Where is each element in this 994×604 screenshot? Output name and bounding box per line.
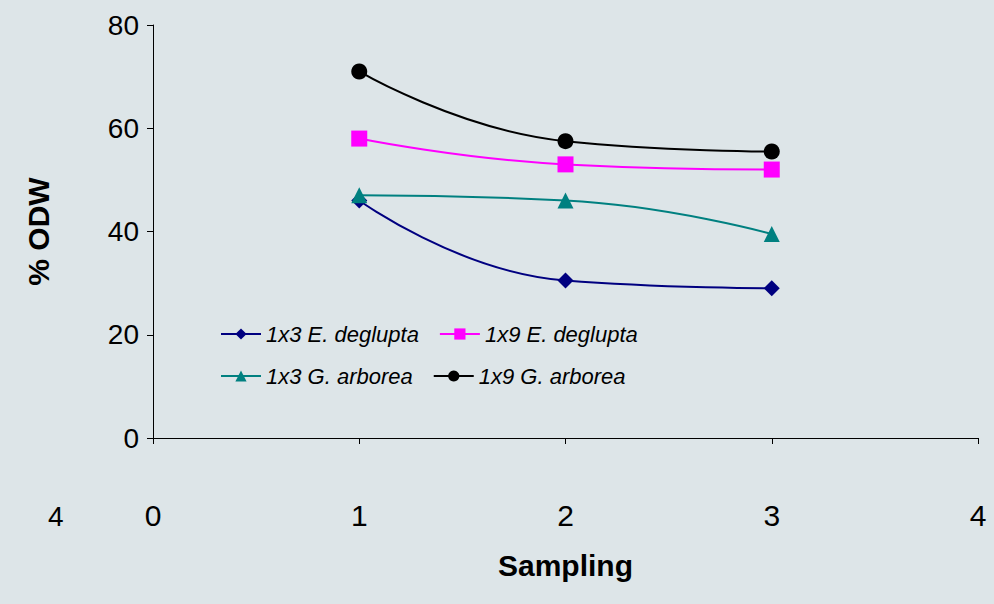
svg-text:% ODW: % ODW — [22, 177, 55, 286]
svg-text:Sampling: Sampling — [498, 549, 633, 582]
svg-text:4: 4 — [48, 501, 64, 532]
svg-text:20: 20 — [108, 319, 139, 350]
svg-text:3: 3 — [763, 499, 780, 532]
svg-text:60: 60 — [108, 113, 139, 144]
svg-text:40: 40 — [108, 216, 139, 247]
svg-text:1: 1 — [351, 499, 368, 532]
svg-text:1x3 E. deglupta: 1x3 E. deglupta — [266, 322, 419, 347]
svg-text:2: 2 — [557, 499, 574, 532]
svg-text:1x3 G. arborea: 1x3 G. arborea — [266, 364, 413, 389]
svg-text:4: 4 — [970, 499, 987, 532]
svg-text:0: 0 — [145, 499, 162, 532]
svg-text:1x9 G. arborea: 1x9 G. arborea — [479, 364, 626, 389]
svg-text:1x9 E. deglupta: 1x9 E. deglupta — [485, 322, 638, 347]
svg-text:0: 0 — [123, 423, 139, 454]
svg-text:80: 80 — [108, 10, 139, 41]
